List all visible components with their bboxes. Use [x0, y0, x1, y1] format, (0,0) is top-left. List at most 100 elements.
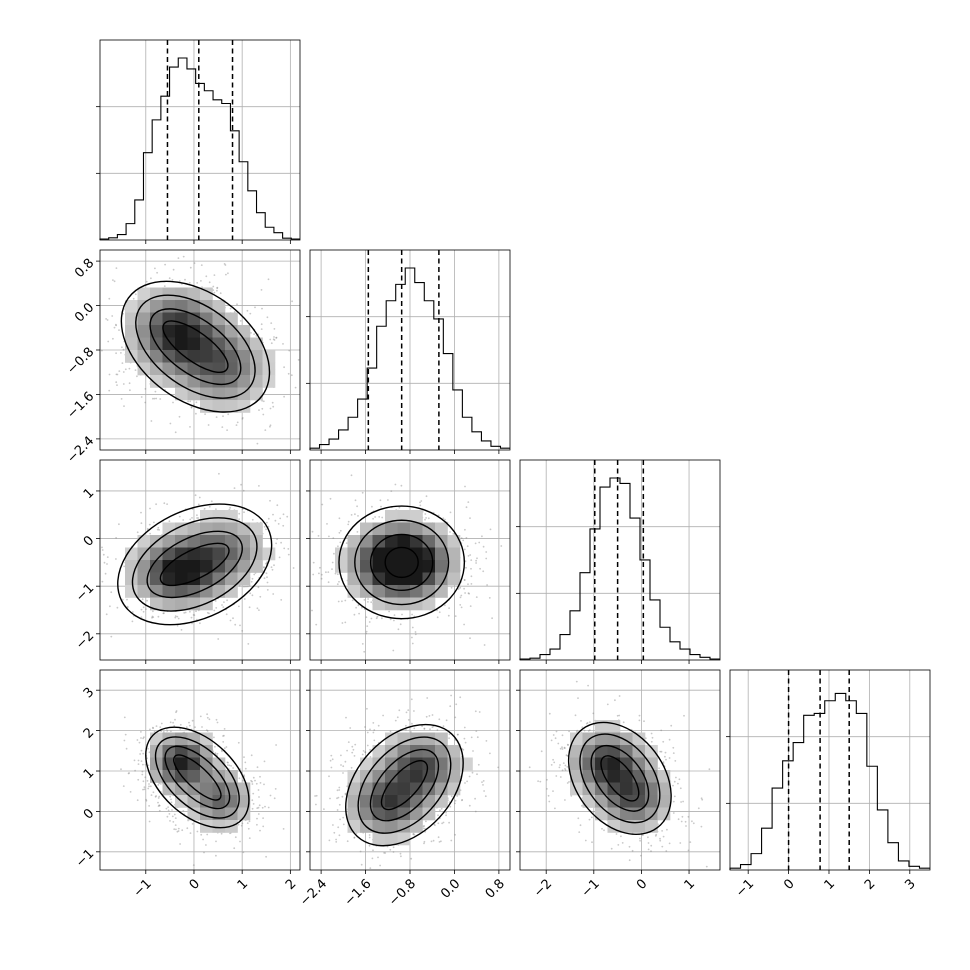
scatter-point — [273, 564, 275, 567]
scatter-point — [382, 714, 384, 717]
density-cell — [212, 362, 226, 376]
scatter-point — [392, 846, 395, 849]
density-cell — [200, 312, 213, 326]
scatter-point — [145, 798, 148, 801]
scatter-point — [482, 545, 485, 548]
density-cell — [125, 337, 138, 351]
density-cell — [175, 287, 188, 301]
density-cell — [212, 535, 226, 548]
density-cell — [347, 585, 361, 598]
scatter-point — [463, 587, 465, 590]
scatter-point — [331, 561, 334, 564]
scatter-point — [330, 754, 333, 757]
scatter-point — [347, 520, 350, 523]
scatter-point — [273, 336, 275, 338]
scatter-point — [272, 593, 275, 595]
scatter-point — [351, 751, 354, 754]
scatter-point — [146, 780, 149, 782]
scatter-point — [174, 817, 177, 819]
y-tick-label: 0.0 — [72, 300, 97, 325]
scatter-point — [120, 398, 123, 400]
scatter-point — [196, 618, 198, 621]
scatter-point — [344, 760, 347, 763]
density-cell — [360, 757, 373, 771]
scatter-point — [449, 531, 451, 533]
density-cell — [162, 362, 176, 376]
scatter-point — [488, 597, 491, 599]
scatter-point — [196, 514, 198, 517]
scatter-point — [276, 538, 278, 540]
scatter-point — [216, 287, 219, 290]
scatter-point — [413, 710, 415, 712]
scatter-point — [448, 733, 451, 736]
scatter-point — [438, 611, 441, 614]
density-cell — [237, 350, 251, 363]
scatter-point — [434, 824, 436, 827]
scatter-point — [202, 838, 205, 841]
scatter-point — [347, 741, 350, 743]
scatter-point — [169, 721, 172, 724]
scatter-point — [215, 508, 217, 510]
scatter-point — [454, 716, 457, 719]
scatter-point — [116, 373, 119, 376]
density-cell — [237, 535, 251, 548]
scatter-point — [287, 548, 290, 550]
density-cell — [200, 510, 213, 523]
scatter-point — [122, 371, 125, 373]
y-tick-label: −1 — [73, 847, 97, 871]
scatter-point — [112, 337, 114, 340]
scatter-point — [335, 841, 338, 843]
density-cell — [175, 350, 188, 363]
scatter-point — [168, 277, 171, 280]
scatter-point — [241, 508, 244, 511]
contour-line — [146, 530, 243, 599]
scatter-point — [312, 561, 315, 564]
scatter-point — [354, 743, 357, 746]
density-cell — [385, 547, 398, 561]
scatter-point — [338, 786, 341, 789]
scatter-point — [283, 395, 285, 398]
scatter-point — [292, 567, 295, 569]
scatter-point — [123, 405, 125, 407]
scatter-point — [461, 799, 463, 802]
scatter-point — [440, 807, 443, 810]
scatter-point — [425, 495, 428, 498]
scatter-point — [266, 316, 269, 319]
density-cell — [200, 337, 213, 351]
scatter-point — [169, 795, 172, 798]
density-cell — [385, 745, 398, 758]
scatter-point — [423, 728, 426, 730]
scatter-point — [469, 605, 472, 607]
density-cell — [125, 585, 138, 598]
histogram-step — [519, 477, 720, 660]
scatter-point — [449, 805, 452, 808]
scatter-point — [157, 615, 160, 618]
scatter-point — [189, 610, 191, 613]
scatter-point — [206, 611, 209, 614]
density-cell — [360, 572, 373, 586]
scatter-point — [171, 815, 174, 818]
scatter-point — [221, 426, 224, 428]
contour-line — [131, 517, 258, 612]
scatter-point — [115, 537, 117, 539]
scatter-point — [377, 856, 379, 859]
scatter-point — [489, 752, 491, 755]
scatter-point — [113, 326, 116, 329]
scatter-point — [381, 617, 383, 620]
density-cell — [200, 325, 213, 338]
scatter-point — [238, 777, 241, 780]
density-cell — [137, 535, 151, 548]
scatter-point — [199, 622, 201, 625]
scatter-point — [226, 599, 229, 602]
scatter-point — [368, 844, 371, 847]
scatter-point — [122, 785, 125, 787]
scatter-point — [173, 813, 176, 816]
scatter-point — [142, 610, 145, 613]
scatter-point — [365, 630, 368, 633]
scatter-point — [181, 829, 184, 832]
density-cell — [410, 547, 423, 561]
density-cell — [422, 770, 436, 783]
scatter-point — [235, 424, 238, 426]
density-cell — [212, 522, 226, 536]
density-cell — [200, 782, 213, 796]
